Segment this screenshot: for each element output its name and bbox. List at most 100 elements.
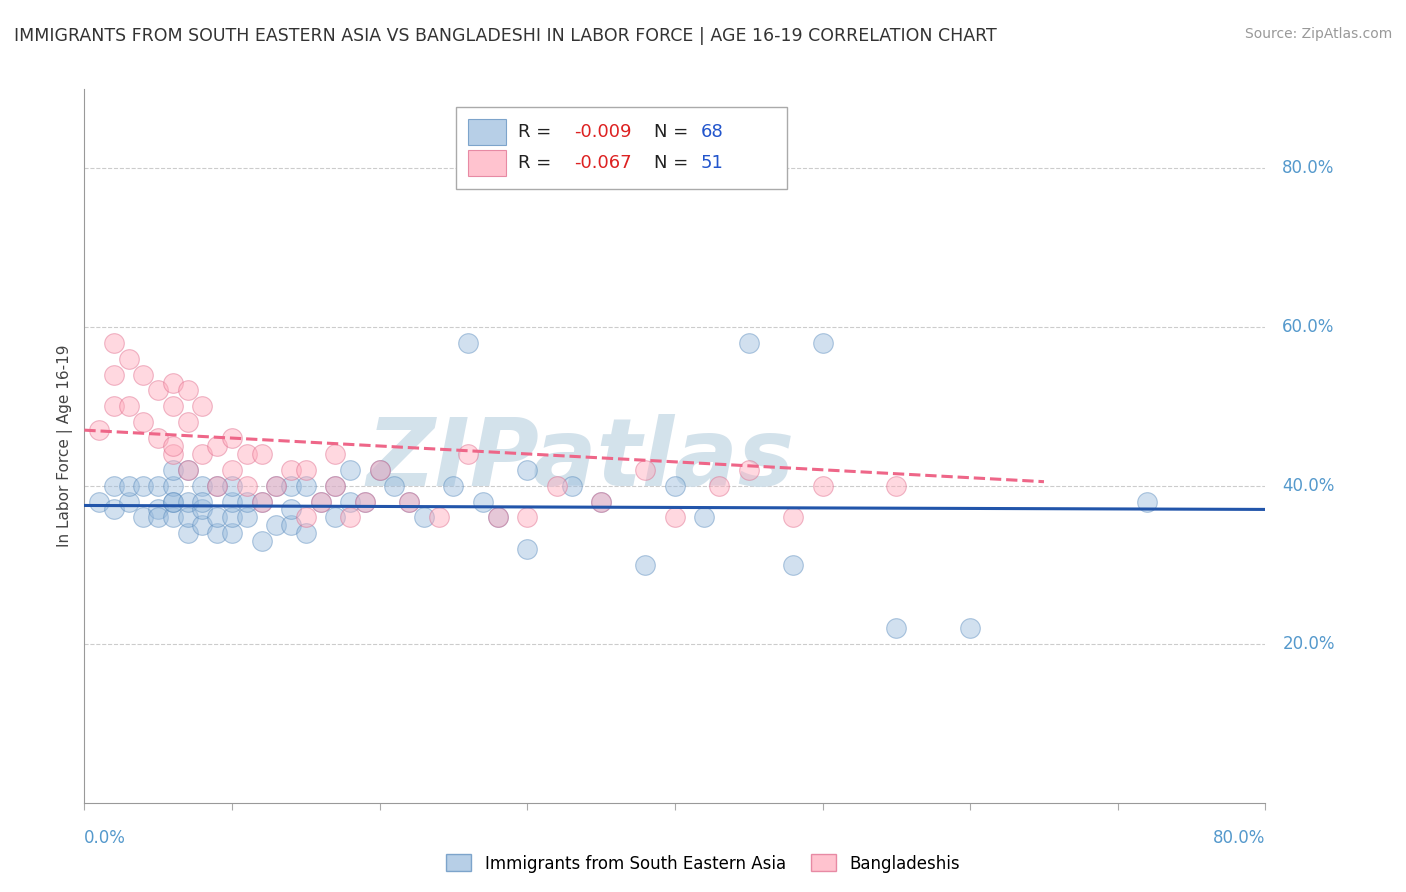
- Point: [811, 478, 834, 492]
- Point: [264, 478, 288, 492]
- Point: [118, 494, 141, 508]
- Point: [221, 510, 243, 524]
- Point: [148, 431, 170, 445]
- Point: [295, 526, 318, 541]
- Point: [368, 463, 391, 477]
- Point: [162, 510, 184, 524]
- Point: [811, 335, 834, 350]
- Point: [221, 463, 243, 477]
- Point: [441, 478, 464, 492]
- Text: Source: ZipAtlas.com: Source: ZipAtlas.com: [1244, 27, 1392, 41]
- Point: [235, 510, 259, 524]
- Point: [162, 439, 184, 453]
- Point: [382, 478, 406, 492]
- Text: 80.0%: 80.0%: [1282, 160, 1334, 178]
- Y-axis label: In Labor Force | Age 16-19: In Labor Force | Age 16-19: [58, 344, 73, 548]
- Point: [132, 510, 155, 524]
- Point: [546, 478, 568, 492]
- Point: [177, 494, 200, 508]
- Point: [191, 494, 214, 508]
- Point: [472, 494, 495, 508]
- Point: [339, 494, 361, 508]
- Point: [148, 478, 170, 492]
- Point: [339, 510, 361, 524]
- Point: [280, 518, 302, 533]
- Point: [486, 510, 509, 524]
- Point: [221, 526, 243, 541]
- Point: [280, 463, 302, 477]
- Point: [205, 439, 228, 453]
- Point: [295, 463, 318, 477]
- Point: [323, 478, 347, 492]
- Point: [162, 447, 184, 461]
- Point: [323, 510, 347, 524]
- Point: [323, 478, 347, 492]
- Point: [162, 494, 184, 508]
- Point: [103, 502, 125, 516]
- Point: [250, 494, 273, 508]
- Point: [738, 335, 761, 350]
- Point: [235, 447, 259, 461]
- Point: [398, 494, 420, 508]
- Point: [738, 463, 761, 477]
- Point: [132, 368, 155, 382]
- Point: [664, 510, 686, 524]
- Point: [323, 447, 347, 461]
- Point: [560, 478, 583, 492]
- Point: [693, 510, 716, 524]
- Point: [634, 463, 657, 477]
- Point: [782, 558, 804, 572]
- Point: [177, 526, 200, 541]
- Point: [516, 542, 538, 557]
- Point: [886, 621, 908, 635]
- Point: [457, 335, 479, 350]
- Text: N =: N =: [654, 153, 693, 171]
- Text: 51: 51: [700, 153, 724, 171]
- Text: 0.0%: 0.0%: [84, 829, 127, 847]
- Point: [162, 376, 184, 390]
- Point: [177, 510, 200, 524]
- Point: [103, 478, 125, 492]
- Point: [205, 526, 228, 541]
- Text: 80.0%: 80.0%: [1213, 829, 1265, 847]
- Point: [354, 494, 377, 508]
- Point: [191, 502, 214, 516]
- Point: [264, 518, 288, 533]
- FancyBboxPatch shape: [468, 120, 506, 145]
- Point: [103, 400, 125, 414]
- Point: [87, 494, 111, 508]
- Point: [87, 423, 111, 437]
- Text: 60.0%: 60.0%: [1282, 318, 1334, 336]
- Point: [516, 510, 538, 524]
- FancyBboxPatch shape: [457, 107, 787, 189]
- Text: 40.0%: 40.0%: [1282, 476, 1334, 495]
- Point: [250, 534, 273, 549]
- Point: [118, 351, 141, 366]
- Point: [634, 558, 657, 572]
- Text: -0.067: -0.067: [575, 153, 633, 171]
- Point: [177, 463, 200, 477]
- Point: [886, 478, 908, 492]
- Point: [782, 510, 804, 524]
- Point: [339, 463, 361, 477]
- Point: [103, 368, 125, 382]
- Point: [221, 478, 243, 492]
- Point: [250, 447, 273, 461]
- Point: [591, 494, 613, 508]
- Point: [664, 478, 686, 492]
- Point: [177, 463, 200, 477]
- Point: [191, 478, 214, 492]
- Point: [309, 494, 332, 508]
- Point: [221, 494, 243, 508]
- Point: [205, 478, 228, 492]
- Point: [205, 478, 228, 492]
- Point: [398, 494, 420, 508]
- Point: [148, 384, 170, 398]
- Point: [264, 478, 288, 492]
- Point: [177, 415, 200, 429]
- Point: [457, 447, 479, 461]
- Point: [191, 518, 214, 533]
- Text: 20.0%: 20.0%: [1282, 635, 1334, 653]
- Point: [162, 478, 184, 492]
- Point: [516, 463, 538, 477]
